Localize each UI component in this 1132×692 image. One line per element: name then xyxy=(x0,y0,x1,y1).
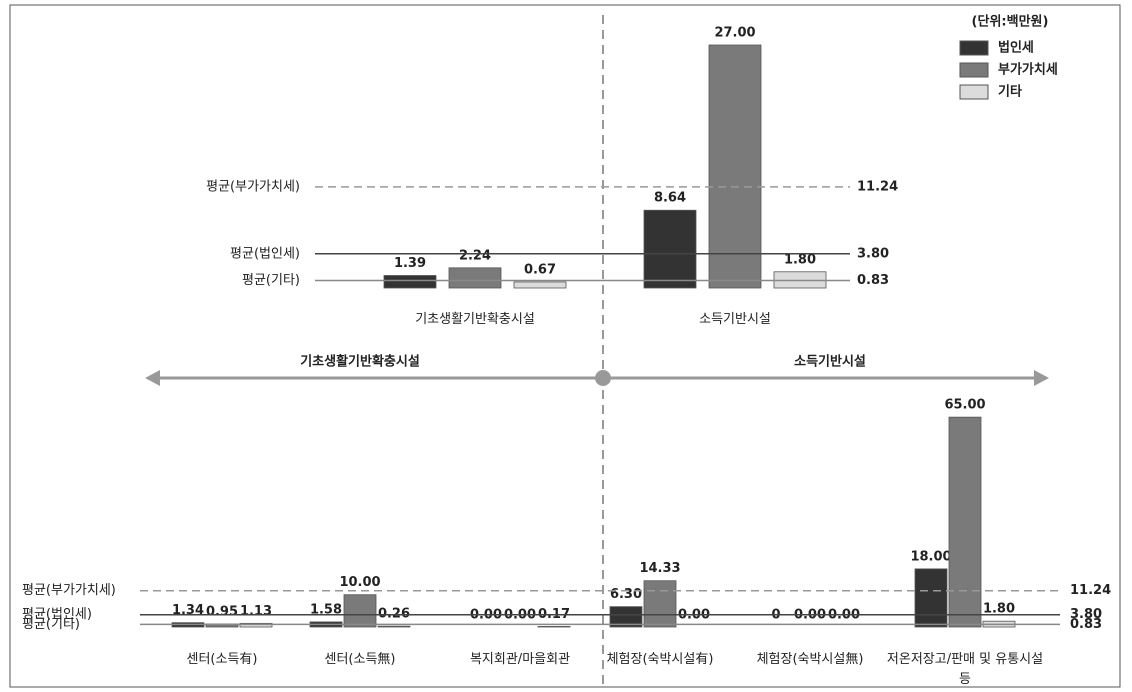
x-tick-label: 체험장(숙박시설無) xyxy=(756,652,864,667)
average-value: 0.83 xyxy=(1070,617,1102,632)
category-label-box: 체험장(숙박시설無) xyxy=(756,652,864,667)
value-label: 2.24 xyxy=(459,248,491,263)
bar xyxy=(513,281,567,289)
x-tick-label: 센터(소득無) xyxy=(324,652,396,667)
legend-swatch xyxy=(959,62,989,78)
average-label: 평균(부가가치세) xyxy=(206,179,300,194)
average-label: 평균(기타) xyxy=(242,273,300,288)
category-label-box: 소득기반시설 xyxy=(699,312,771,327)
value-label: 10.00 xyxy=(339,575,380,590)
arrow-head xyxy=(145,370,160,386)
average-label: 평균(법인세) xyxy=(22,607,92,622)
bar xyxy=(948,416,982,628)
category-label-box: 체험장(숙박시설有) xyxy=(606,652,714,667)
value-label: 1.80 xyxy=(983,602,1015,617)
x-tick-label: 센터(소득有) xyxy=(186,652,258,667)
value-label: 18.00 xyxy=(910,549,951,564)
category-label-box: 기초생활기반확충시설 xyxy=(415,312,535,327)
average-value: 0.83 xyxy=(857,273,889,288)
value-label: 1.13 xyxy=(240,604,272,619)
average-value: 3.80 xyxy=(857,246,889,261)
category-label-box: 센터(소득有) xyxy=(186,652,258,667)
average-label: 평균(법인세) xyxy=(230,246,300,261)
average-value: 11.24 xyxy=(857,179,898,194)
category-label-box: 복지회관/마을회관 xyxy=(469,652,571,667)
value-label: 6.30 xyxy=(610,587,642,602)
value-label: 14.33 xyxy=(639,561,680,576)
legend-swatch xyxy=(959,40,989,56)
average-label: 평균(부가가치세) xyxy=(22,583,116,598)
x-tick-label: 소득기반시설 xyxy=(699,312,771,327)
value-label: 65.00 xyxy=(944,398,985,413)
bar xyxy=(448,267,502,289)
average-label: 평균(기타) xyxy=(22,617,80,632)
arrow-center xyxy=(595,370,611,386)
bar xyxy=(914,568,948,628)
legend-label: 부가가치세 xyxy=(998,62,1058,78)
section-label: 소득기반시설 xyxy=(794,354,866,370)
legend-label: 법인세 xyxy=(998,40,1034,56)
frame xyxy=(9,4,1121,688)
arrow-head xyxy=(1034,370,1049,386)
bar xyxy=(643,209,697,289)
x-tick-label: 체험장(숙박시설有) xyxy=(606,652,714,667)
bar xyxy=(609,606,643,628)
x-tick-label: 기초생활기반확충시설 xyxy=(415,312,535,327)
unit-label: (단위:백만원) xyxy=(972,14,1049,30)
value-label: 1.80 xyxy=(784,252,816,267)
x-tick-label: 복지회관/마을회관 xyxy=(469,652,571,667)
bar xyxy=(377,625,411,628)
bar xyxy=(537,626,571,628)
bar xyxy=(343,594,377,628)
bar xyxy=(239,622,273,628)
bar xyxy=(643,580,677,628)
value-label: 0.67 xyxy=(524,262,556,277)
value-label: 8.64 xyxy=(654,191,686,206)
x-tick-label: 저온저장고/판매 및 유통시설 등 xyxy=(886,652,1044,687)
bar xyxy=(708,44,762,289)
value-label: 1.34 xyxy=(172,603,204,618)
legend-swatch xyxy=(959,84,989,100)
bar xyxy=(383,275,437,289)
section-label: 기초생활기반확충시설 xyxy=(300,354,420,370)
category-label-box: 저온저장고/판매 및 유통시설 등 xyxy=(886,652,1044,687)
legend-label: 기타 xyxy=(998,84,1022,100)
value-label: 27.00 xyxy=(714,26,755,41)
category-label-box: 센터(소득無) xyxy=(324,652,396,667)
average-value: 11.24 xyxy=(1070,583,1111,598)
value-label: 0.95 xyxy=(206,604,238,619)
value-label: 1.58 xyxy=(310,602,342,617)
average-value: 3.80 xyxy=(1070,607,1102,622)
value-label: 1.39 xyxy=(394,256,426,271)
